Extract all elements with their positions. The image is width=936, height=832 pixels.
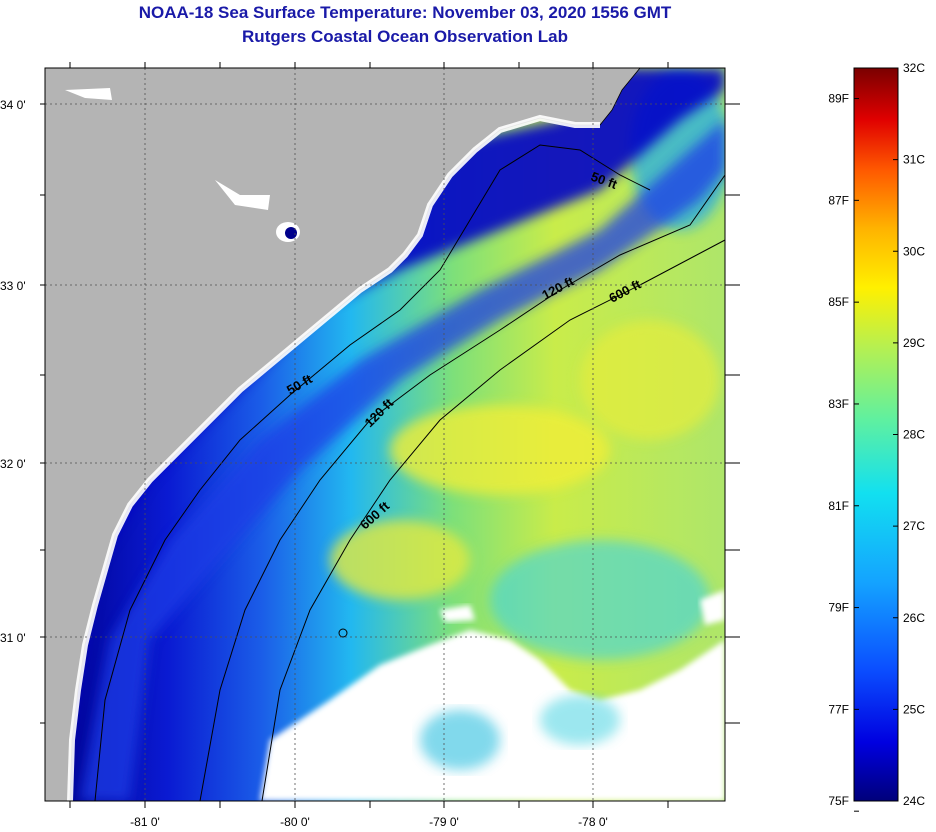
map-panel [45, 68, 725, 801]
colorbar-celsius-label: 28C [903, 428, 925, 442]
lat-label-31: 31 0' [0, 631, 26, 645]
isobath-120ft [199, 174, 725, 801]
colorbar-fahrenheit-label: 87F [828, 193, 849, 207]
colorbar-celsius-label: 26C [903, 611, 925, 625]
inland-lakes [65, 88, 300, 242]
nearshore-mid-band [80, 120, 725, 801]
lat-label-34: 34 0' [0, 98, 26, 112]
axis-ticks [40, 62, 740, 808]
colorbar-gradient [853, 67, 899, 802]
colorbar-celsius-label: 29C [903, 336, 925, 350]
colorbar-fahrenheit-labels: 89F 87F 85F 83F 81F 79F 77F 75F [828, 92, 849, 808]
colorbar-fahrenheit-label: 89F [828, 92, 849, 106]
isobath-50ft [94, 144, 651, 801]
lon-label-81: -81 0' [130, 815, 160, 829]
colorbar-celsius-label: 30C [903, 244, 925, 258]
lat-label-33: 33 0' [0, 279, 26, 293]
map-frame [44, 67, 726, 802]
colorbar-fahrenheit-label: 83F [828, 397, 849, 411]
lat-label-32: 32 0' [0, 457, 26, 471]
colorbar-fahrenheit-label: 81F [828, 499, 849, 513]
colorbar-celsius-label: 31C [903, 153, 925, 167]
lat-lon-grid [45, 68, 725, 801]
colorbar: 89F 87F 85F 83F 81F 79F 77F 75F 32C 31C 30C 29C 28C… [828, 61, 925, 812]
colorbar-celsius-label: 25C [903, 702, 925, 716]
colorbar-ticks [854, 67, 898, 812]
figure-title: NOAA-18 Sea Surface Temperature: Novembe… [138, 3, 672, 22]
figure-subtitle: Rutgers Coastal Ocean Observation Lab [242, 27, 568, 46]
colorbar-fahrenheit-label: 77F [828, 702, 849, 716]
colorbar-celsius-labels: 32C 31C 30C 29C 28C 27C 26C 25C 24C [903, 61, 925, 808]
colorbar-fahrenheit-label: 85F [828, 295, 849, 309]
lon-label-79: -79 0' [429, 815, 459, 829]
lon-label-80: -80 0' [280, 815, 310, 829]
colorbar-fahrenheit-label: 79F [828, 601, 849, 615]
colorbar-fahrenheit-label: 75F [828, 794, 849, 808]
coastal-cloud-fringe [67, 114, 600, 801]
lon-label-78: -78 0' [578, 815, 608, 829]
colorbar-celsius-label: 24C [903, 794, 925, 808]
colorbar-celsius-label: 32C [903, 61, 925, 75]
colorbar-celsius-label: 27C [903, 519, 925, 533]
cloud-cover [260, 590, 725, 801]
